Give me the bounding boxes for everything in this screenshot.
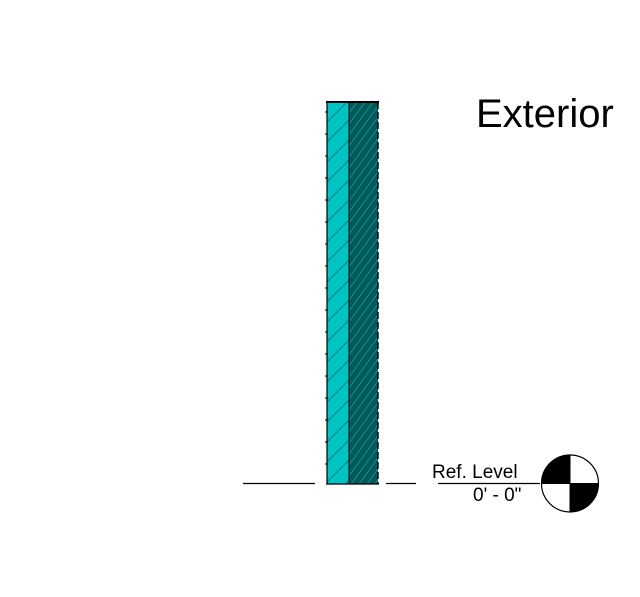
level-name-label[interactable]: Ref. Level: [432, 462, 518, 483]
structure-hatch: [349, 102, 378, 484]
exterior-side-label: Exterior: [476, 92, 614, 136]
exterior-finish-layer: [327, 102, 349, 484]
level-datum-target-icon[interactable]: [540, 454, 600, 513]
exterior-finish-hatch: [327, 102, 349, 484]
level-elevation-label[interactable]: 0' - 0": [473, 485, 522, 506]
wall-section: [325, 101, 379, 485]
